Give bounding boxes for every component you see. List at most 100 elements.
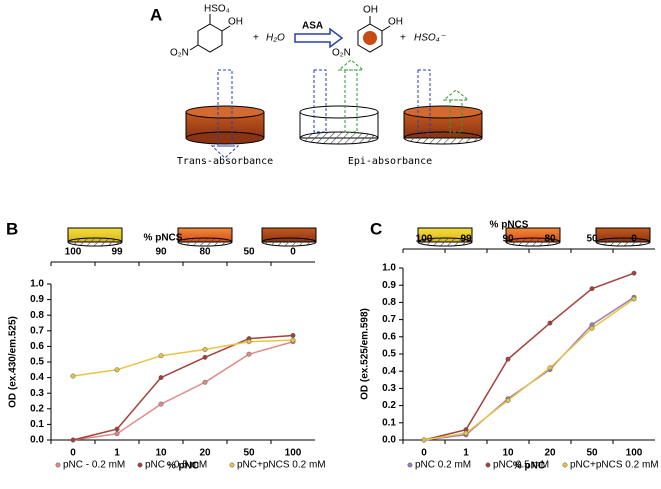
point	[589, 286, 595, 292]
point	[547, 320, 553, 326]
cuvette-icons	[67, 227, 651, 247]
point	[70, 373, 76, 379]
point	[631, 270, 637, 276]
chem-label: HSO₄⁻	[414, 33, 446, 44]
top-tick-label: 0	[631, 234, 637, 245]
x-tick-label: 50	[243, 448, 255, 459]
chem-label: +	[253, 33, 259, 44]
point	[421, 437, 427, 443]
y-tick-label: 0.6	[382, 331, 396, 342]
point	[114, 367, 120, 373]
reaction-scheme: HSO₄ OH O₂N + H₂O ASA OH OH O₂N + HSO₄⁻	[170, 4, 446, 59]
legend-label: pNC 0.5 mM	[493, 460, 549, 471]
point	[70, 437, 76, 443]
point	[290, 333, 296, 338]
point	[505, 397, 511, 403]
x-tick-label: 0	[421, 448, 427, 459]
legend-label: pNC - 0.2 mM	[63, 460, 125, 471]
top-tick-label: 99	[111, 247, 123, 258]
y-tick-label: 1.0	[382, 263, 396, 274]
point	[505, 356, 511, 362]
y-tick-label: 0.5	[382, 349, 396, 360]
point	[114, 431, 120, 437]
top-axis-label: % pNCS	[144, 233, 183, 244]
panel-label: A	[150, 5, 162, 24]
y-tick-label: 0.7	[382, 314, 396, 325]
chem-label: OH	[363, 5, 378, 16]
x-tick-label: 10	[502, 448, 514, 459]
x-tick-label: 100	[626, 448, 643, 459]
y-tick-label: 0.5	[30, 357, 44, 368]
y-tick-label: 0.4	[30, 372, 44, 383]
y-axis-label: OD (ex.430/em.525)	[8, 316, 19, 408]
point	[463, 430, 469, 436]
series-line	[72, 340, 294, 441]
y-tick-label: 0.0	[382, 435, 396, 446]
legend-marker	[562, 462, 568, 468]
x-tick-label: 10	[155, 448, 167, 459]
point	[290, 337, 296, 343]
series-line	[423, 296, 635, 441]
chem-label: HSO₄	[204, 4, 230, 15]
panel-label: B	[6, 219, 18, 238]
point	[631, 296, 637, 302]
y-tick-label: 0.9	[30, 294, 44, 305]
point	[246, 351, 252, 357]
y-tick-label: 0.3	[382, 383, 396, 394]
y-tick-label: 0.8	[382, 297, 396, 308]
x-tick-label: 20	[544, 448, 556, 459]
point	[158, 353, 164, 359]
legend-marker	[137, 462, 143, 468]
top-axis-label: % pNCS	[490, 220, 529, 231]
chem-label: OH	[228, 17, 243, 28]
x-tick-label: 0	[70, 448, 76, 459]
series-line	[423, 298, 635, 441]
y-tick-label: 0.4	[382, 366, 396, 377]
top-tick-label: 100	[416, 234, 433, 245]
point	[158, 375, 164, 381]
panel-label: C	[370, 219, 382, 238]
y-tick-label: 0.8	[30, 310, 44, 321]
point	[547, 365, 553, 371]
chem-label: OH	[388, 17, 403, 28]
y-tick-label: 0.6	[30, 341, 44, 352]
legend-label: pNC - 0.5 mM	[145, 460, 207, 471]
series-line	[72, 334, 294, 441]
point	[589, 325, 595, 331]
y-tick-label: 0.2	[382, 400, 396, 411]
y-axis-label: OD (ex.525/em.598)	[360, 308, 371, 400]
y-tick-label: 1.0	[30, 279, 44, 290]
top-tick-label: 99	[460, 234, 472, 245]
chem-label: O₂N	[170, 48, 189, 59]
y-tick-label: 0.0	[30, 435, 44, 446]
y-tick-label: 0.2	[30, 403, 44, 414]
x-tick-label: 1	[463, 448, 469, 459]
top-tick-label: 90	[155, 247, 167, 258]
y-tick-label: 0.9	[382, 280, 396, 291]
y-tick-label: 0.7	[30, 325, 44, 336]
x-tick-label: 100	[285, 448, 302, 459]
chem-label: O₂N	[332, 48, 351, 59]
legend-marker	[229, 462, 235, 468]
top-tick-label: 80	[544, 234, 556, 245]
x-axis-label: % pNC	[167, 461, 199, 472]
point	[246, 339, 252, 345]
legend-label: pNC 0.2 mM	[415, 460, 471, 471]
legend-marker	[485, 462, 491, 468]
top-tick-label: 50	[243, 247, 255, 258]
top-tick-label: 80	[199, 247, 211, 258]
point	[202, 379, 208, 385]
series-line	[72, 339, 294, 377]
y-tick-label: 0.1	[382, 417, 396, 428]
x-axis-label: % pNC	[513, 461, 545, 472]
point	[202, 347, 208, 352]
y-tick-label: 0.3	[30, 388, 44, 399]
chem-label: +	[400, 33, 406, 44]
caption: Epi-absorbance	[348, 156, 432, 167]
chem-label: ASA	[302, 21, 323, 32]
point	[202, 354, 208, 360]
x-tick-label: 20	[199, 448, 211, 459]
y-tick-label: 0.1	[30, 419, 44, 430]
caption: Trans-absorbance	[177, 156, 273, 167]
